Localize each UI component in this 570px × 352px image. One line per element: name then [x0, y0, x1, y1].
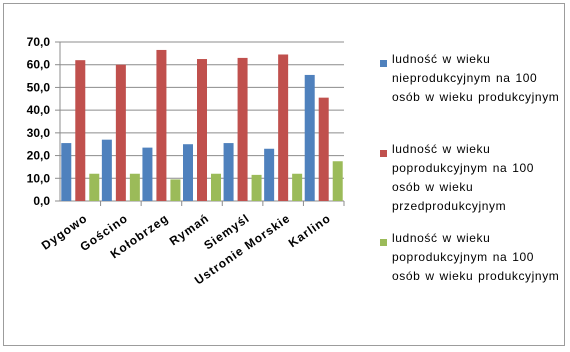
bar-1: [264, 148, 275, 201]
legend-swatch-2: [380, 150, 387, 157]
legend-label-1: ludność w wieku nieprodukcyjnym na 100 o…: [392, 52, 560, 104]
y-tick-label: 70,0: [27, 35, 51, 49]
x-tick-label: Karlino: [286, 211, 334, 250]
y-tick-label: 60,0: [27, 58, 51, 72]
y-tick-label: 30,0: [27, 126, 51, 140]
bar-1: [61, 143, 72, 201]
bar-1: [223, 143, 234, 201]
bar-1: [183, 144, 193, 201]
bar-3: [170, 179, 181, 201]
legend-swatch-3: [380, 239, 387, 246]
y-tick-label: 40,0: [27, 103, 51, 117]
legend-swatch-1: [380, 60, 387, 67]
y-tick-label: 20,0: [27, 149, 51, 163]
y-tick-label: 50,0: [27, 80, 51, 94]
bar-2: [237, 57, 248, 202]
bar-3: [332, 161, 343, 201]
bar-2: [278, 54, 289, 201]
y-tick-label: 10,0: [27, 171, 51, 185]
legend-label-2: ludność w wieku poprodukcyjnym na 100 os…: [392, 142, 535, 213]
bar-1: [304, 74, 315, 201]
bar-2: [197, 59, 207, 202]
bar-3: [251, 174, 262, 201]
bar-3: [292, 173, 303, 201]
bar-3: [211, 173, 221, 201]
bar-2: [318, 97, 329, 201]
chart-area: 0,0 10,0 20,0 30,0 40,0 50,0 60,0 70,0 Dygowo Goś…: [3, 3, 565, 346]
bar-1: [101, 139, 112, 201]
bar-3: [89, 173, 100, 201]
bar-1: [142, 147, 153, 201]
legend-label-3: ludność w wieku poprodukcyjnym na 100 os…: [392, 231, 560, 283]
bar-2: [115, 64, 126, 201]
bar-2: [75, 60, 86, 201]
y-tick-label: 0,0: [33, 194, 50, 208]
bar-2: [156, 49, 167, 202]
bar-3: [129, 173, 140, 201]
chart-plot: 0,010,020,030,040,050,060,070,0DygowoGoś…: [27, 35, 345, 287]
